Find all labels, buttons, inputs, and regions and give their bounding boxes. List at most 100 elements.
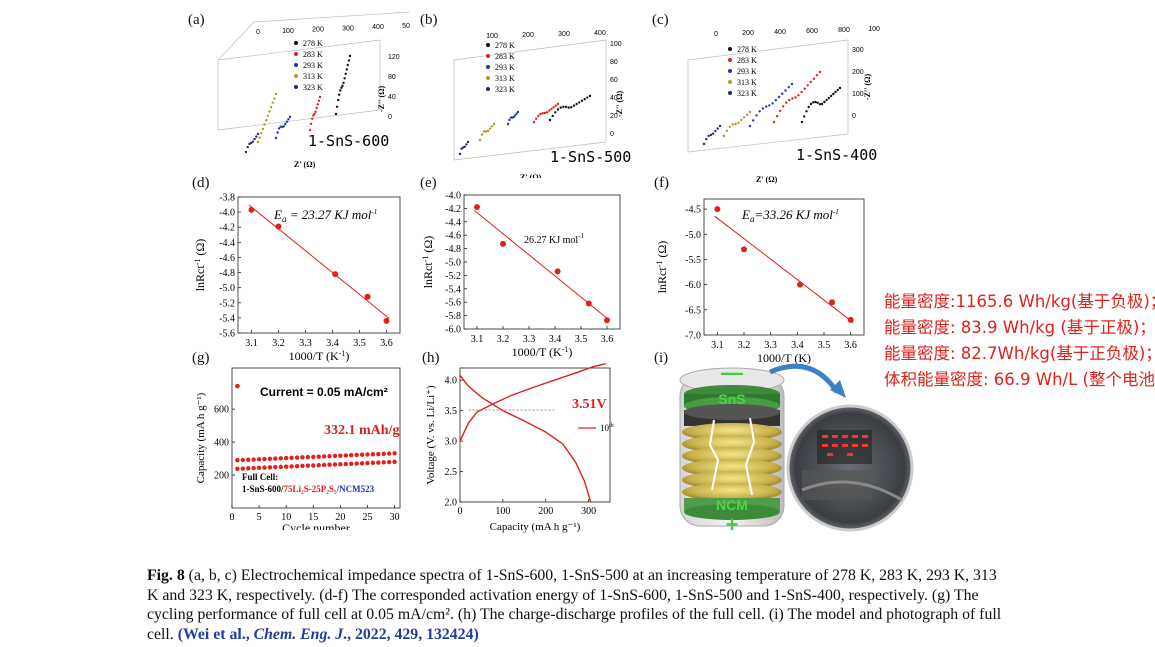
x-axis-label: Z' (Ω) bbox=[520, 173, 542, 178]
legend-label: 283 K bbox=[495, 52, 515, 61]
y-tick-label: 3.0 bbox=[445, 437, 458, 448]
y-tick-label: -4.8 bbox=[219, 268, 235, 279]
spectrum-point bbox=[466, 140, 470, 144]
y-tick-label: -5.0 bbox=[685, 230, 701, 241]
sample-label: 1-SnS-500 bbox=[550, 148, 631, 166]
legend-marker bbox=[294, 85, 298, 89]
data-point bbox=[381, 451, 386, 456]
data-point bbox=[392, 459, 397, 465]
x-tick-label: 600 bbox=[806, 28, 818, 35]
panel-g: (g) 0 5 10 15 20 25 30 200 400 600 Current = 0.05 … bbox=[190, 350, 412, 530]
arrhenius-plot-f: 3.1 3.2 3.3 3.4 3.5 3.6 -4.5 -5.0 -5.5 -6.0 -6.5 -7… bbox=[655, 198, 865, 365]
spectrum-point bbox=[829, 94, 833, 98]
spectrum-point bbox=[838, 86, 842, 90]
annot-sub: a bbox=[750, 214, 755, 224]
spectrum-point bbox=[508, 118, 511, 122]
data-point bbox=[332, 462, 338, 467]
axes-box bbox=[687, 39, 849, 153]
eis-3d-plot-c: 020040060080010003002001000-Z'' (Ω)Z' (Ω… bbox=[687, 26, 880, 184]
spectrum-point bbox=[490, 125, 494, 128]
panel-d-label: (d) bbox=[192, 175, 210, 191]
current-label: Current = 0.05 mA/cm² bbox=[260, 385, 388, 399]
data-point bbox=[305, 454, 311, 460]
legend-marker bbox=[728, 58, 732, 62]
y-tick-label: -4.6 bbox=[219, 253, 235, 264]
spectrum-point bbox=[258, 136, 261, 139]
y-axis-label-sup: -1 bbox=[421, 256, 430, 263]
spectrum-point bbox=[338, 93, 341, 96]
note-line: 能量密度: 82.7Wh/kg(基于正负极)； bbox=[884, 344, 1155, 363]
spectrum-point bbox=[782, 105, 785, 108]
axis-line bbox=[687, 39, 849, 61]
eis-3d-plot-a: 010020030040050012080400-Z'' (Ω)Z' (Ω)27… bbox=[217, 12, 410, 169]
x-axis-label-sup: -1 bbox=[339, 349, 346, 358]
data-point bbox=[604, 317, 610, 324]
x-tick-label: 100 bbox=[282, 28, 294, 35]
x-tick-label: 15 bbox=[308, 512, 318, 523]
spectrum-point bbox=[564, 105, 568, 109]
data-point bbox=[383, 317, 390, 324]
z-tick-label: 120 bbox=[388, 54, 400, 61]
y-tick-label: 600 bbox=[214, 405, 229, 416]
x-axis-label: Capacity (mA h g⁻¹) bbox=[490, 521, 581, 533]
spectrum-point bbox=[768, 104, 771, 107]
x-tick-label: 400 bbox=[774, 29, 786, 36]
data-point bbox=[289, 455, 294, 461]
x-tick-label: 3.4 bbox=[549, 334, 562, 345]
cathode-sign: + bbox=[726, 512, 739, 537]
spectrum-point bbox=[344, 72, 347, 75]
legend-marker bbox=[294, 63, 298, 67]
y-tick-label: -4.0 bbox=[219, 208, 235, 219]
data-point bbox=[370, 452, 376, 457]
spectrum-point bbox=[251, 140, 255, 143]
spectrum-point bbox=[284, 122, 287, 126]
legend-marker bbox=[294, 41, 298, 45]
panel-c: (c) 020040060080010003002001000-Z'' (Ω)Z… bbox=[652, 12, 880, 184]
series-line-charge bbox=[459, 363, 606, 442]
spectrum-point bbox=[308, 128, 312, 132]
y-tick-label: -4.4 bbox=[219, 238, 235, 249]
y-tick-label: -3.8 bbox=[219, 193, 235, 204]
axes-box bbox=[453, 39, 607, 161]
spectrum-point bbox=[758, 110, 761, 113]
legend-marker bbox=[486, 65, 490, 69]
data-point bbox=[316, 454, 321, 459]
legend-marker bbox=[486, 54, 490, 58]
spectrum-point bbox=[781, 92, 784, 95]
x-tick-label: 5 bbox=[257, 512, 262, 523]
data-point bbox=[278, 464, 283, 470]
spectrum-point bbox=[737, 121, 740, 124]
x-axis-label-end: ) bbox=[568, 345, 572, 359]
x-axis-label-sup: -1 bbox=[562, 345, 569, 354]
spectrum-point bbox=[562, 105, 565, 109]
spectrum-point bbox=[288, 115, 292, 119]
caption-body: (a, b, c) Electrochemical impedance spec… bbox=[147, 567, 1002, 643]
panel-a-label: (a) bbox=[188, 12, 205, 28]
spectrum-point bbox=[745, 113, 749, 116]
y-tick-label: -6.0 bbox=[445, 325, 461, 336]
voltage-label: 3.51V bbox=[572, 397, 607, 412]
note-line: 能量密度:1165.6 Wh/kg(基于负极)； bbox=[884, 292, 1155, 311]
plot-frame bbox=[463, 194, 621, 330]
x-tick-label: 3.1 bbox=[711, 340, 724, 351]
anode-label: SnS bbox=[718, 391, 745, 407]
spectrum-point bbox=[775, 115, 779, 118]
spectrum-point bbox=[570, 106, 573, 109]
y-tick-label: -4.2 bbox=[219, 223, 235, 234]
y-tick-label: -4.2 bbox=[445, 204, 461, 215]
data-point bbox=[381, 460, 386, 465]
reference-authors: (Wei et al., bbox=[177, 625, 254, 643]
legend-marker bbox=[728, 80, 732, 84]
spectrum-point bbox=[482, 130, 486, 133]
y-axis-label-end: (Ω) bbox=[193, 239, 207, 259]
y-tick-label: -5.6 bbox=[219, 329, 235, 340]
spectrum-point bbox=[572, 104, 576, 107]
spectrum-point bbox=[818, 70, 822, 74]
spectrum-point bbox=[309, 122, 313, 126]
legend-label: 293 K bbox=[495, 63, 515, 72]
data-point bbox=[714, 206, 721, 213]
data-point bbox=[332, 271, 339, 278]
y-tick-label: 200 bbox=[214, 471, 229, 482]
y-tick-label: -4.0 bbox=[445, 191, 461, 202]
axis-line bbox=[453, 39, 607, 61]
